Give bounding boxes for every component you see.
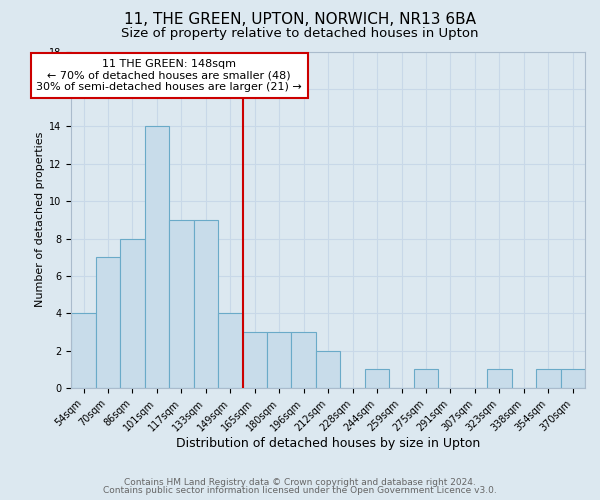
X-axis label: Distribution of detached houses by size in Upton: Distribution of detached houses by size … <box>176 437 480 450</box>
Bar <box>414 370 438 388</box>
Text: Contains public sector information licensed under the Open Government Licence v3: Contains public sector information licen… <box>103 486 497 495</box>
Bar <box>218 314 242 388</box>
Bar <box>292 332 316 388</box>
Bar <box>267 332 292 388</box>
Text: 11, THE GREEN, UPTON, NORWICH, NR13 6BA: 11, THE GREEN, UPTON, NORWICH, NR13 6BA <box>124 12 476 28</box>
Bar <box>560 370 585 388</box>
Bar <box>169 220 194 388</box>
Bar <box>96 257 120 388</box>
Bar <box>145 126 169 388</box>
Bar <box>242 332 267 388</box>
Text: Contains HM Land Registry data © Crown copyright and database right 2024.: Contains HM Land Registry data © Crown c… <box>124 478 476 487</box>
Bar <box>316 350 340 388</box>
Bar <box>365 370 389 388</box>
Text: Size of property relative to detached houses in Upton: Size of property relative to detached ho… <box>121 28 479 40</box>
Text: 11 THE GREEN: 148sqm
← 70% of detached houses are smaller (48)
30% of semi-detac: 11 THE GREEN: 148sqm ← 70% of detached h… <box>36 59 302 92</box>
Bar <box>120 238 145 388</box>
Bar <box>194 220 218 388</box>
Bar <box>487 370 512 388</box>
Y-axis label: Number of detached properties: Number of detached properties <box>35 132 45 308</box>
Bar <box>71 314 96 388</box>
Bar <box>536 370 560 388</box>
